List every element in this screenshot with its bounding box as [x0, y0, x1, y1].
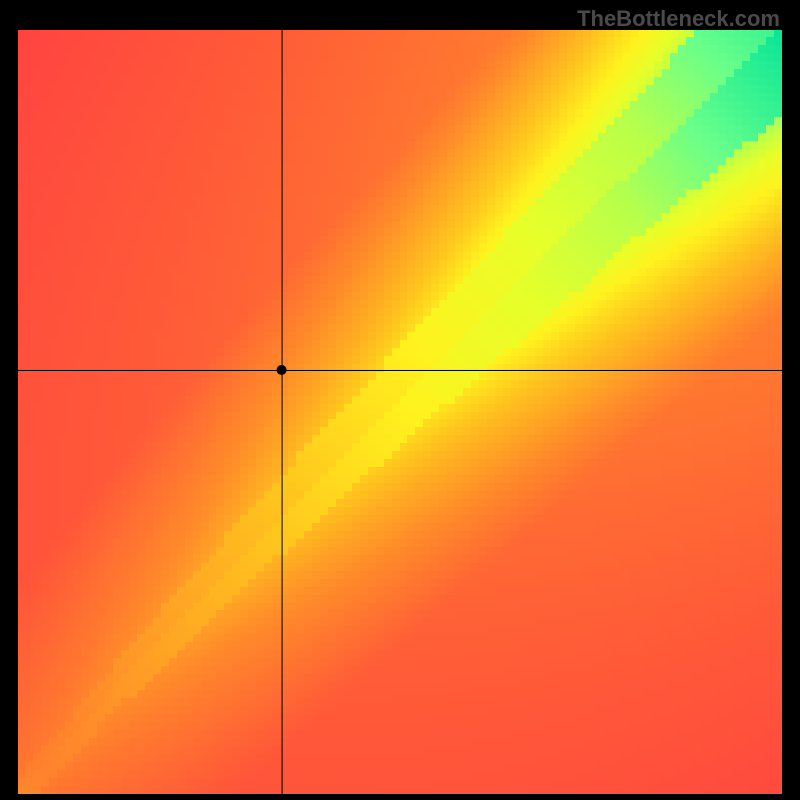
bottleneck-heatmap: [18, 30, 782, 794]
chart-container: TheBottleneck.com: [0, 0, 800, 800]
watermark-text: TheBottleneck.com: [577, 6, 780, 32]
